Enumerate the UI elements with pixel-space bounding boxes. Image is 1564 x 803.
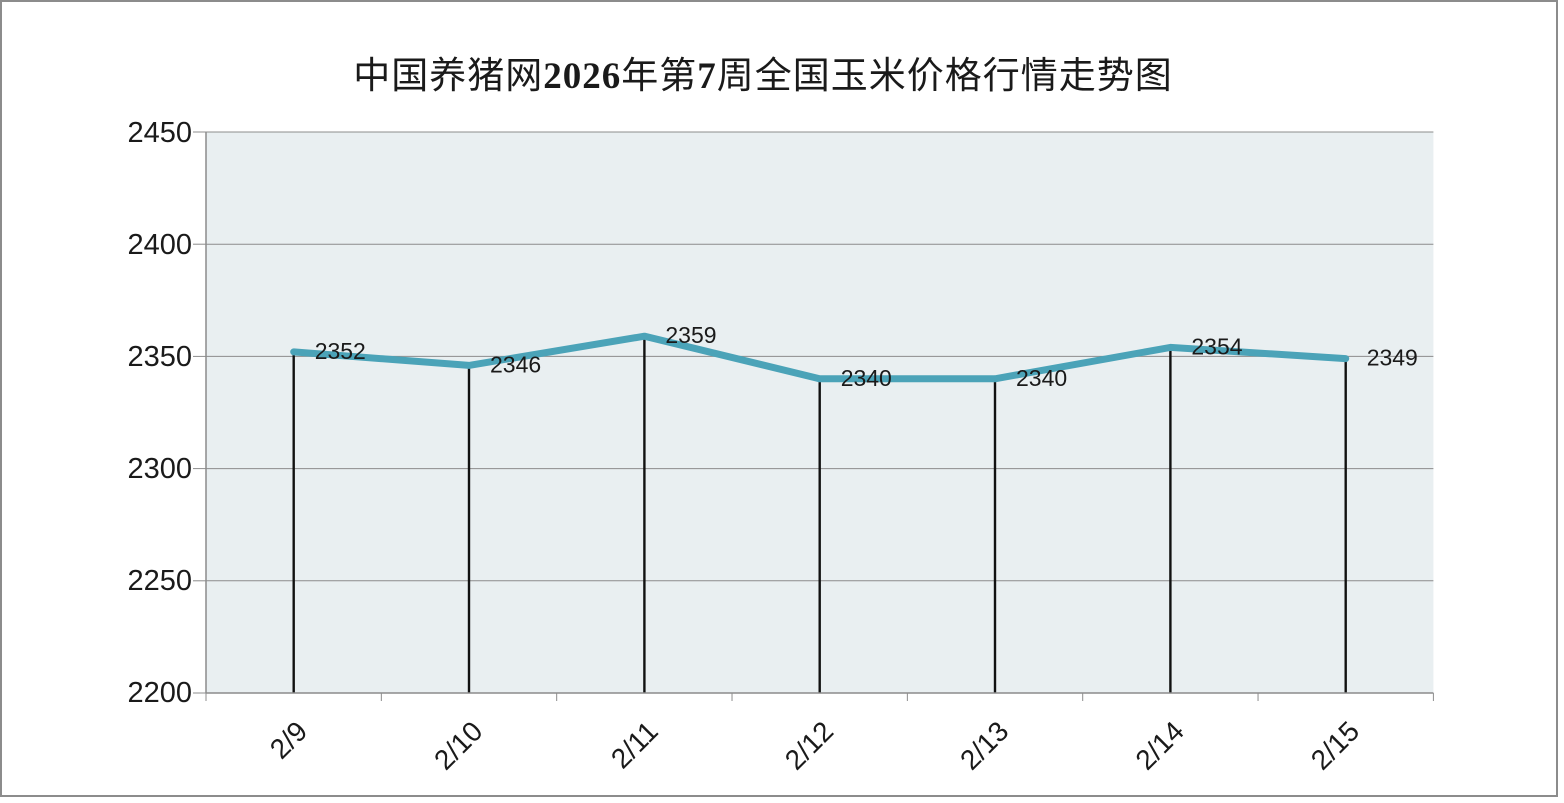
svg-text:2250: 2250	[127, 565, 192, 597]
svg-text:2/13: 2/13	[954, 715, 1014, 775]
svg-text:2340: 2340	[841, 365, 892, 391]
svg-text:2346: 2346	[490, 351, 541, 377]
svg-text:2/9: 2/9	[264, 715, 313, 764]
svg-text:2/12: 2/12	[779, 715, 839, 775]
svg-text:2/15: 2/15	[1305, 715, 1365, 775]
svg-text:2350: 2350	[127, 341, 192, 373]
svg-text:2352: 2352	[315, 338, 366, 364]
svg-text:2400: 2400	[127, 229, 192, 261]
svg-text:2450: 2450	[127, 117, 192, 149]
svg-text:2349: 2349	[1367, 345, 1418, 371]
svg-text:2200: 2200	[127, 677, 192, 709]
svg-text:2359: 2359	[665, 322, 716, 348]
svg-text:2354: 2354	[1191, 333, 1242, 359]
svg-text:2300: 2300	[127, 453, 192, 485]
svg-text:2/10: 2/10	[428, 715, 488, 775]
svg-text:2340: 2340	[1016, 365, 1067, 391]
svg-text:2/11: 2/11	[605, 715, 664, 774]
svg-text:2/14: 2/14	[1129, 715, 1189, 775]
